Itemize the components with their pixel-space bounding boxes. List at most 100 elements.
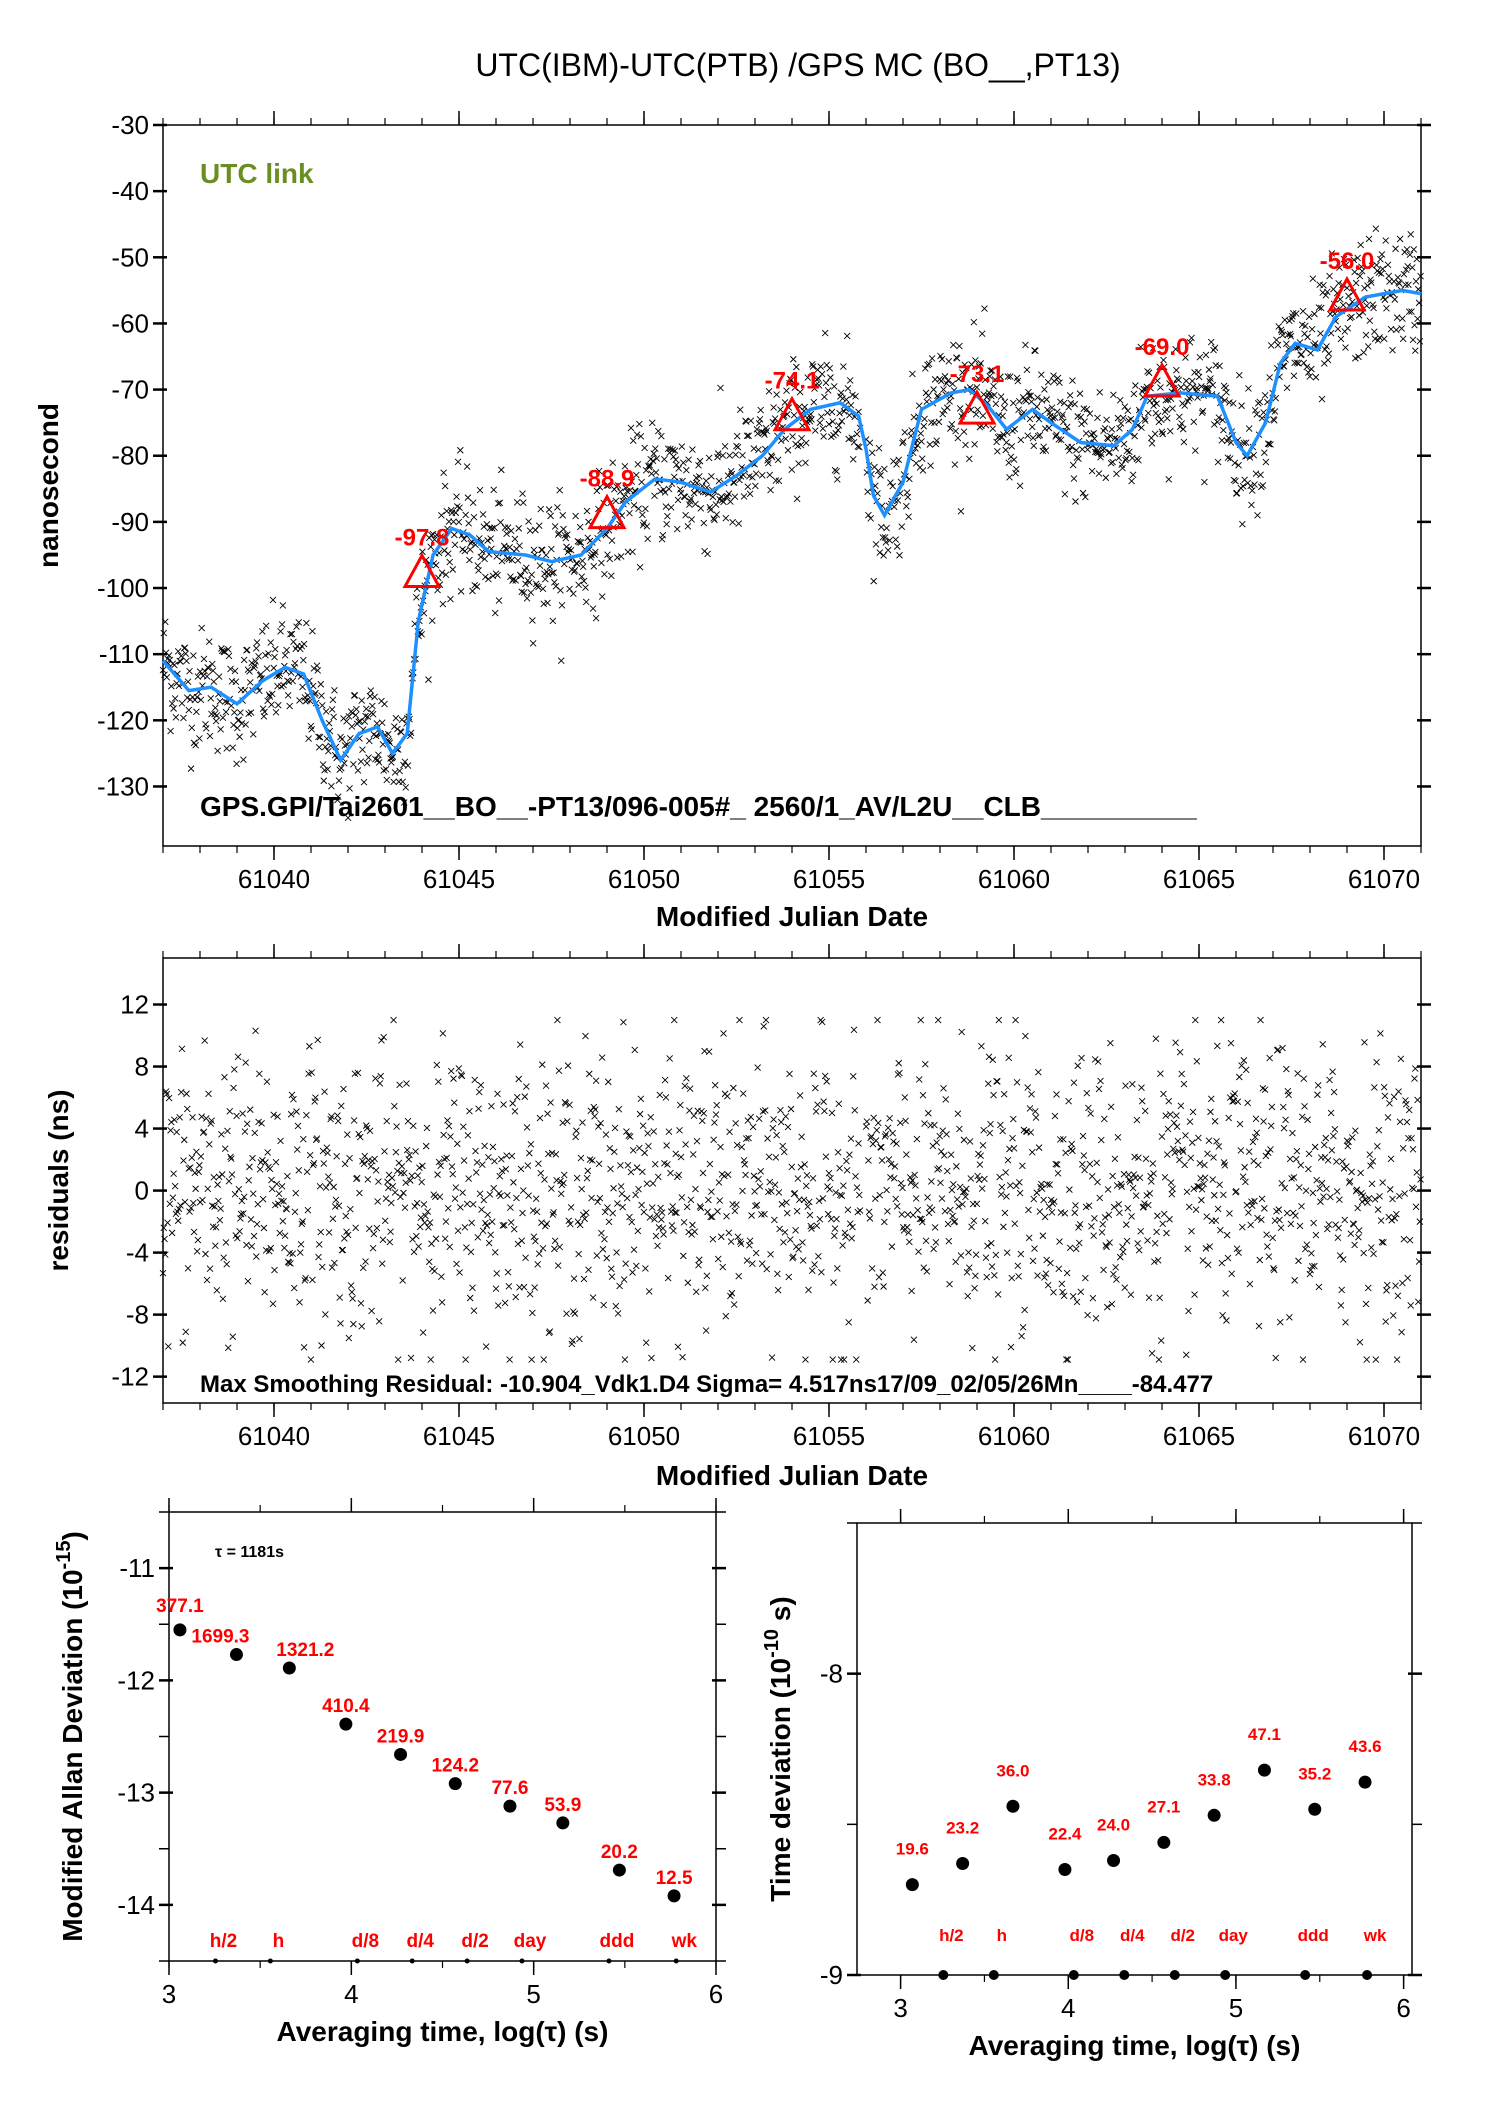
residual-point bbox=[585, 1266, 592, 1274]
plot-caption: GPS.GPI/Tai2601__BO__-PT13/096-005#_ 256… bbox=[200, 791, 1197, 822]
scatter-point bbox=[245, 710, 253, 718]
residual-point bbox=[1409, 1145, 1417, 1153]
scatter-point bbox=[774, 456, 782, 464]
scatter-point bbox=[868, 449, 876, 457]
residual-point bbox=[215, 1197, 222, 1205]
residual-point bbox=[1342, 1163, 1350, 1170]
residual-point bbox=[1205, 1137, 1213, 1144]
scatter-point bbox=[1088, 467, 1096, 475]
residual-point bbox=[761, 1210, 768, 1218]
residual-point bbox=[1032, 1114, 1040, 1121]
residual-point bbox=[527, 1140, 535, 1148]
reference-label: wk bbox=[1363, 1926, 1387, 1945]
scatter-point bbox=[947, 425, 954, 432]
residual-point bbox=[367, 1162, 375, 1170]
residual-point bbox=[910, 1336, 918, 1343]
scatter-point bbox=[921, 415, 928, 423]
residual-point bbox=[417, 1214, 425, 1222]
residual-point bbox=[1129, 1080, 1136, 1088]
residual-point bbox=[1336, 1196, 1343, 1204]
scatter-point bbox=[303, 619, 310, 627]
residual-point bbox=[957, 1252, 965, 1259]
residual-point bbox=[1063, 1269, 1071, 1277]
residual-point bbox=[1316, 1185, 1324, 1192]
scatter-point bbox=[573, 560, 581, 567]
residual-point bbox=[194, 1236, 202, 1244]
scatter-point bbox=[1175, 376, 1182, 384]
residual-point bbox=[948, 1186, 956, 1194]
residual-point bbox=[1184, 1245, 1192, 1253]
residual-point bbox=[711, 1081, 719, 1089]
residual-point bbox=[1218, 1259, 1226, 1267]
y-tick-label: -12 bbox=[111, 1362, 149, 1392]
scatter-point bbox=[566, 585, 573, 593]
scatter-point bbox=[1023, 366, 1031, 374]
scatter-point bbox=[470, 513, 478, 521]
residual-point bbox=[1025, 1234, 1033, 1242]
scatter-point bbox=[1159, 430, 1167, 438]
residual-point bbox=[180, 1157, 187, 1164]
residual-point bbox=[504, 1268, 512, 1276]
scatter-point bbox=[329, 696, 337, 704]
scatter-point bbox=[214, 747, 221, 755]
scatter-point bbox=[545, 506, 553, 513]
residual-point bbox=[582, 1032, 589, 1040]
scatter-point bbox=[1271, 408, 1279, 415]
data-label: 219.9 bbox=[377, 1726, 425, 1747]
residual-point bbox=[1281, 1184, 1289, 1192]
residual-point bbox=[975, 1176, 983, 1184]
residual-point bbox=[714, 1255, 722, 1263]
residual-point bbox=[1346, 1177, 1354, 1185]
residual-point bbox=[485, 1239, 493, 1247]
scatter-point bbox=[469, 499, 477, 507]
residual-point bbox=[1188, 1227, 1195, 1235]
residual-point bbox=[964, 1292, 972, 1300]
residual-point bbox=[182, 1328, 190, 1336]
residual-point bbox=[610, 1184, 617, 1192]
residual-point bbox=[463, 1200, 471, 1208]
scatter-point bbox=[512, 577, 520, 584]
scatter-point bbox=[563, 531, 571, 539]
scatter-point bbox=[1061, 490, 1069, 498]
scatter-point bbox=[1198, 383, 1205, 390]
scatter-point bbox=[1141, 415, 1148, 423]
residual-point bbox=[1094, 1058, 1102, 1065]
residual-point bbox=[318, 1263, 326, 1271]
residual-point bbox=[563, 1310, 570, 1318]
residual-point bbox=[833, 1265, 841, 1272]
residual-point bbox=[608, 1273, 616, 1281]
residual-point bbox=[548, 1149, 556, 1157]
scatter-point bbox=[1371, 328, 1378, 336]
scatter-point bbox=[895, 456, 903, 464]
residual-point bbox=[713, 1101, 721, 1109]
residual-point bbox=[645, 1142, 652, 1150]
residual-point bbox=[1263, 1231, 1270, 1239]
residual-point bbox=[1135, 1154, 1142, 1162]
scatter-point bbox=[1049, 414, 1057, 422]
scatter-point bbox=[1103, 416, 1110, 424]
residual-point bbox=[702, 1327, 710, 1334]
residual-point bbox=[383, 1117, 391, 1125]
residual-point bbox=[314, 1036, 322, 1044]
residual-point bbox=[708, 1213, 716, 1221]
residual-point bbox=[692, 1288, 700, 1296]
residual-point bbox=[695, 1261, 702, 1269]
residual-point bbox=[1404, 1274, 1412, 1282]
residual-point bbox=[702, 1284, 709, 1292]
scatter-point bbox=[1306, 373, 1314, 380]
scatter-point bbox=[1251, 407, 1259, 414]
scatter-point bbox=[1266, 374, 1273, 381]
residual-point bbox=[1349, 1134, 1356, 1141]
residual-point bbox=[644, 1130, 652, 1137]
residual-point bbox=[932, 1238, 940, 1246]
residual-point bbox=[970, 1217, 978, 1225]
scatter-point bbox=[1392, 245, 1399, 253]
residual-point bbox=[868, 1265, 876, 1272]
residual-point bbox=[1292, 1212, 1299, 1219]
scatter-point bbox=[320, 777, 328, 785]
residual-point bbox=[893, 1203, 901, 1210]
scatter-point bbox=[713, 511, 721, 518]
residual-point bbox=[160, 1224, 168, 1232]
residual-point bbox=[198, 1113, 206, 1120]
residual-point bbox=[1360, 1249, 1368, 1257]
